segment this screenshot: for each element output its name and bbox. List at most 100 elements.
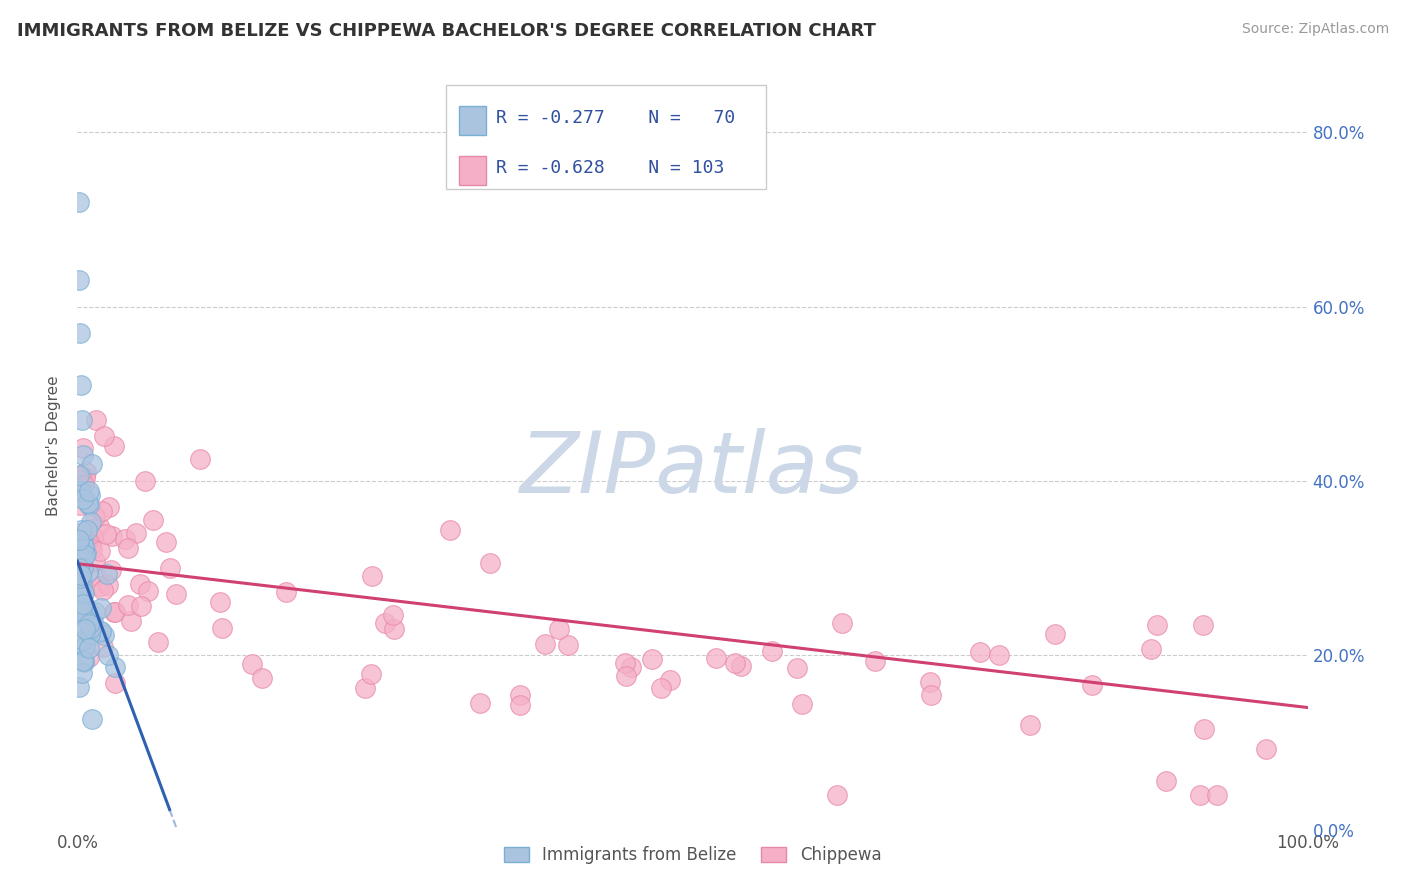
Point [1254, 742, 1277, 756]
Point [79, 617, 101, 632]
Point [70, 572, 93, 586]
Point [97, 500, 120, 514]
Point [101, 528, 124, 542]
Point [918, 675, 941, 690]
Point [188, 452, 211, 467]
Point [136, 584, 159, 599]
Point [360, 667, 382, 681]
Point [89, 543, 111, 558]
Point [70, 378, 93, 392]
Point [100, 563, 122, 577]
Point [73, 654, 96, 668]
Point [620, 660, 643, 674]
Point [75, 640, 97, 654]
Point [79, 626, 101, 640]
Point [104, 605, 127, 619]
Legend: Immigrants from Belize, Chippewa: Immigrants from Belize, Chippewa [496, 839, 889, 871]
Point [79, 488, 101, 502]
Point [1146, 618, 1168, 632]
Text: Source: ZipAtlas.com: Source: ZipAtlas.com [1241, 22, 1389, 37]
Point [987, 648, 1010, 662]
Point [211, 621, 233, 635]
Point [129, 599, 152, 614]
Point [90, 624, 112, 638]
Point [831, 616, 853, 631]
Point [72, 597, 94, 611]
Point [1191, 618, 1213, 632]
Point [70, 619, 93, 633]
Point [72, 535, 94, 549]
Point [72, 550, 94, 565]
Point [77, 498, 100, 512]
Point [360, 568, 382, 582]
Point [479, 556, 502, 570]
Point [93, 429, 115, 443]
Point [72, 561, 94, 575]
Point [82, 531, 104, 545]
Point [70, 413, 93, 427]
Point [382, 622, 405, 636]
Point [76, 523, 98, 537]
Point [91, 640, 114, 654]
Point [84, 413, 107, 427]
Point [75, 606, 97, 620]
Point [134, 474, 156, 488]
Point [470, 696, 492, 710]
Point [240, 657, 263, 671]
Point [70, 525, 93, 540]
Point [117, 541, 139, 555]
Point [641, 652, 664, 666]
Point [353, 681, 375, 695]
Text: R = -0.628    N = 103: R = -0.628 N = 103 [496, 160, 724, 178]
Point [120, 614, 142, 628]
Point [650, 681, 672, 695]
Point [142, 513, 165, 527]
Point [863, 654, 886, 668]
Point [84, 568, 107, 582]
Point [69, 593, 91, 607]
Point [69, 531, 91, 545]
Point [548, 623, 571, 637]
Point [97, 578, 120, 592]
Point [69, 568, 91, 582]
Point [67, 608, 90, 623]
Point [382, 608, 405, 623]
Point [104, 676, 127, 690]
Point [69, 499, 91, 513]
Point [69, 549, 91, 563]
Point [534, 637, 557, 651]
Point [69, 555, 91, 569]
Point [93, 628, 115, 642]
Point [114, 532, 136, 546]
Point [73, 471, 96, 485]
Point [77, 641, 100, 656]
Point [659, 673, 682, 687]
Point [70, 524, 93, 538]
Point [509, 698, 531, 712]
Point [70, 469, 93, 483]
Point [97, 648, 120, 662]
Point [67, 681, 90, 695]
Point [69, 541, 91, 555]
Point [1140, 642, 1163, 657]
Point [509, 688, 531, 702]
Point [1019, 717, 1042, 731]
Text: ZIPatlas: ZIPatlas [520, 427, 865, 510]
FancyBboxPatch shape [458, 156, 486, 186]
Point [89, 518, 111, 533]
Point [72, 540, 94, 554]
Point [276, 585, 298, 599]
Point [67, 468, 90, 483]
Point [128, 577, 150, 591]
Point [159, 561, 181, 575]
Point [80, 537, 103, 551]
Point [90, 504, 112, 518]
Point [1080, 678, 1102, 692]
Point [103, 439, 125, 453]
Point [69, 483, 91, 498]
Point [117, 599, 139, 613]
Point [67, 594, 90, 608]
Point [67, 636, 90, 650]
Point [969, 645, 991, 659]
Point [614, 669, 637, 683]
